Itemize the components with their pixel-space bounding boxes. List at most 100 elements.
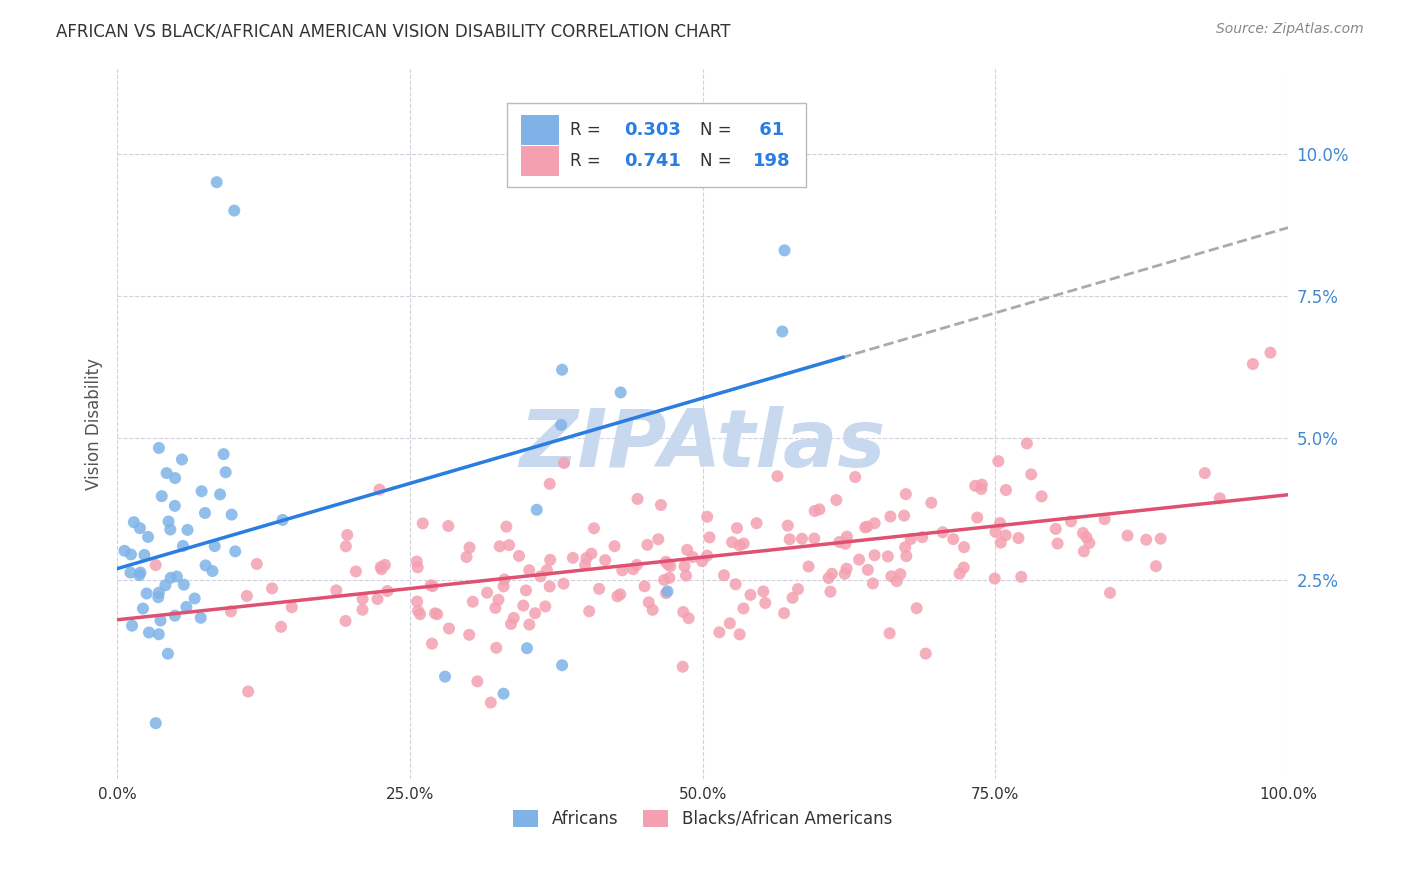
Point [499, 616, 522, 631]
Point [808, 502, 831, 516]
Point [770, 325, 793, 339]
Point [148, 441, 170, 455]
Point [538, 553, 561, 567]
Point [325, 583, 347, 598]
Point [773, 606, 796, 620]
Point [609, 587, 631, 601]
Point [1046, 536, 1069, 550]
Point [458, 628, 481, 642]
Point [492, 579, 515, 593]
Point [803, 504, 825, 518]
Point [582, 521, 605, 535]
Point [856, 563, 879, 577]
Point [236, 684, 259, 698]
Point [534, 599, 557, 614]
Point [942, 532, 965, 546]
Point [733, 601, 755, 615]
Point [190, 611, 212, 625]
Point [817, 571, 839, 585]
Point [550, 417, 572, 432]
Point [135, 586, 157, 600]
Point [1194, 466, 1216, 480]
Point [461, 595, 484, 609]
Point [148, 591, 170, 605]
Point [201, 564, 224, 578]
Point [467, 674, 489, 689]
Point [1078, 536, 1101, 550]
Point [920, 496, 942, 510]
Point [377, 584, 399, 599]
Point [529, 569, 551, 583]
Point [655, 555, 678, 569]
Point [538, 580, 561, 594]
Point [502, 611, 524, 625]
Point [655, 586, 678, 600]
Point [488, 539, 510, 553]
Point [965, 479, 987, 493]
Point [578, 604, 600, 618]
Point [344, 565, 367, 579]
Point [633, 579, 655, 593]
Point [205, 175, 228, 189]
Point [990, 535, 1012, 549]
Point [352, 591, 374, 606]
Point [641, 603, 664, 617]
Point [581, 547, 603, 561]
Point [526, 502, 548, 516]
Point [863, 548, 886, 562]
Point [797, 559, 820, 574]
Point [1116, 529, 1139, 543]
Point [821, 566, 844, 581]
Point [966, 510, 988, 524]
Point [458, 541, 481, 555]
Point [183, 591, 205, 606]
Point [1031, 489, 1053, 503]
Point [420, 637, 443, 651]
Point [165, 471, 187, 485]
Point [733, 536, 755, 550]
Text: 0.741: 0.741 [624, 152, 681, 169]
Point [352, 603, 374, 617]
Point [120, 566, 142, 580]
Point [434, 670, 457, 684]
Point [553, 576, 575, 591]
Point [752, 584, 775, 599]
Point [166, 569, 188, 583]
Point [696, 549, 718, 563]
Text: 198: 198 [754, 152, 790, 169]
Point [803, 532, 825, 546]
Point [538, 476, 561, 491]
Point [114, 543, 136, 558]
Text: Source: ZipAtlas.com: Source: ZipAtlas.com [1216, 22, 1364, 37]
Text: R =: R = [571, 120, 606, 138]
Point [820, 584, 842, 599]
Point [657, 584, 679, 599]
Point [492, 687, 515, 701]
Point [1094, 512, 1116, 526]
Point [155, 578, 177, 592]
Point [1010, 570, 1032, 584]
Point [132, 601, 155, 615]
Point [1098, 586, 1121, 600]
Point [779, 533, 801, 547]
Point [690, 554, 713, 568]
Point [896, 549, 918, 564]
Point [766, 469, 789, 483]
Point [484, 601, 506, 615]
Point [575, 551, 598, 566]
Point [1019, 467, 1042, 482]
Point [988, 516, 1011, 530]
Point [173, 577, 195, 591]
Point [515, 583, 537, 598]
Text: N =: N = [700, 152, 737, 169]
Point [905, 601, 928, 615]
Point [122, 515, 145, 529]
Point [588, 582, 610, 596]
Point [209, 487, 232, 501]
Point [647, 533, 669, 547]
Point [603, 539, 626, 553]
Point [129, 566, 152, 580]
Point [194, 506, 217, 520]
Point [889, 567, 911, 582]
Point [970, 482, 993, 496]
